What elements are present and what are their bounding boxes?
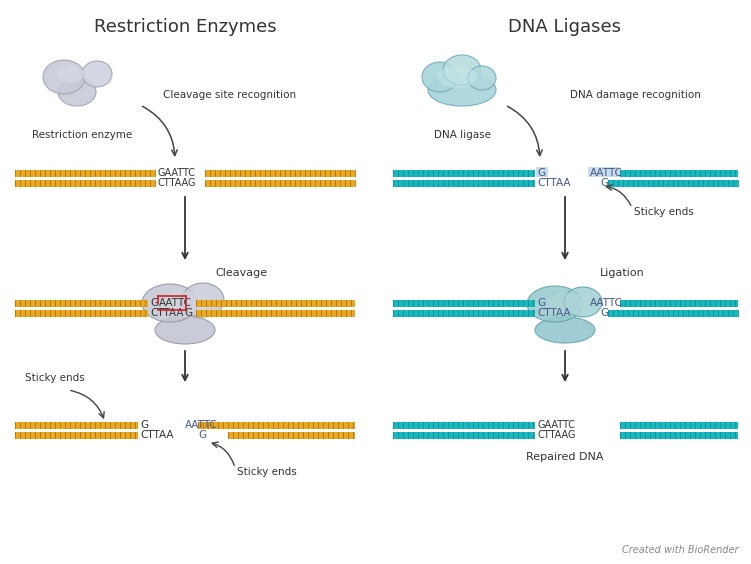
Ellipse shape bbox=[422, 62, 458, 92]
Ellipse shape bbox=[546, 293, 588, 315]
Text: G: G bbox=[184, 308, 192, 318]
Bar bbox=[15, 431, 138, 438]
Text: Created with BioRender: Created with BioRender bbox=[622, 545, 738, 555]
Ellipse shape bbox=[142, 284, 198, 322]
Ellipse shape bbox=[43, 60, 85, 94]
Bar bbox=[393, 179, 535, 187]
Bar bbox=[15, 179, 155, 187]
Ellipse shape bbox=[564, 287, 602, 317]
Text: GAATTC: GAATTC bbox=[537, 420, 575, 430]
Text: AATTC: AATTC bbox=[590, 168, 623, 178]
Bar bbox=[608, 179, 738, 187]
Text: G: G bbox=[150, 298, 158, 308]
Bar bbox=[15, 299, 148, 306]
Ellipse shape bbox=[82, 61, 112, 87]
Ellipse shape bbox=[535, 317, 595, 343]
Text: G: G bbox=[198, 430, 206, 440]
Text: Ligation: Ligation bbox=[600, 268, 645, 278]
Bar bbox=[15, 310, 148, 316]
Bar bbox=[196, 299, 355, 306]
Bar bbox=[393, 310, 535, 316]
Bar bbox=[393, 421, 535, 429]
Text: Sticky ends: Sticky ends bbox=[237, 467, 297, 477]
Ellipse shape bbox=[56, 65, 84, 83]
FancyBboxPatch shape bbox=[588, 167, 620, 177]
Bar bbox=[620, 170, 738, 177]
Bar bbox=[205, 170, 355, 177]
Bar bbox=[620, 431, 738, 438]
Text: CTTAA: CTTAA bbox=[537, 178, 571, 188]
Text: Repaired DNA: Repaired DNA bbox=[526, 452, 604, 462]
Ellipse shape bbox=[468, 66, 496, 90]
Bar bbox=[15, 170, 155, 177]
Text: CTTAA: CTTAA bbox=[140, 430, 173, 440]
Bar bbox=[608, 310, 738, 316]
Bar bbox=[228, 431, 355, 438]
Bar bbox=[620, 421, 738, 429]
Ellipse shape bbox=[155, 316, 215, 344]
Bar bbox=[393, 431, 535, 438]
Text: Sticky ends: Sticky ends bbox=[25, 373, 85, 383]
Bar bbox=[393, 170, 535, 177]
Text: Sticky ends: Sticky ends bbox=[634, 207, 694, 217]
Text: CTTAAG: CTTAAG bbox=[157, 178, 195, 188]
Text: G: G bbox=[537, 168, 545, 178]
Bar bbox=[205, 179, 355, 187]
Text: DNA Ligases: DNA Ligases bbox=[508, 18, 622, 36]
Ellipse shape bbox=[428, 74, 496, 106]
Text: Cleavage site recognition: Cleavage site recognition bbox=[164, 90, 297, 100]
Bar bbox=[198, 421, 355, 429]
Bar bbox=[620, 299, 738, 306]
Text: CTTAA: CTTAA bbox=[150, 308, 183, 318]
Text: AATTC: AATTC bbox=[590, 298, 623, 308]
Ellipse shape bbox=[437, 66, 477, 88]
Text: G: G bbox=[600, 178, 608, 188]
Text: CTTAAG: CTTAAG bbox=[537, 430, 575, 440]
Text: G: G bbox=[537, 298, 545, 308]
Ellipse shape bbox=[161, 291, 206, 317]
Text: CTTAA: CTTAA bbox=[537, 308, 571, 318]
Text: Cleavage: Cleavage bbox=[215, 268, 267, 278]
Text: AATTC: AATTC bbox=[159, 298, 192, 308]
Text: Restriction Enzymes: Restriction Enzymes bbox=[94, 18, 276, 36]
FancyBboxPatch shape bbox=[536, 167, 548, 177]
Ellipse shape bbox=[58, 78, 96, 106]
Text: G: G bbox=[140, 420, 148, 430]
Text: DNA damage recognition: DNA damage recognition bbox=[569, 90, 701, 100]
Bar bbox=[196, 310, 355, 316]
Text: DNA ligase: DNA ligase bbox=[433, 130, 490, 140]
Text: GAATTC: GAATTC bbox=[157, 168, 195, 178]
Ellipse shape bbox=[182, 283, 224, 317]
Bar bbox=[393, 299, 535, 306]
Ellipse shape bbox=[443, 55, 481, 85]
Text: Restriction enzyme: Restriction enzyme bbox=[32, 130, 132, 140]
Bar bbox=[15, 421, 138, 429]
Ellipse shape bbox=[527, 286, 583, 322]
Text: AATTC: AATTC bbox=[185, 420, 218, 430]
Text: G: G bbox=[600, 308, 608, 318]
